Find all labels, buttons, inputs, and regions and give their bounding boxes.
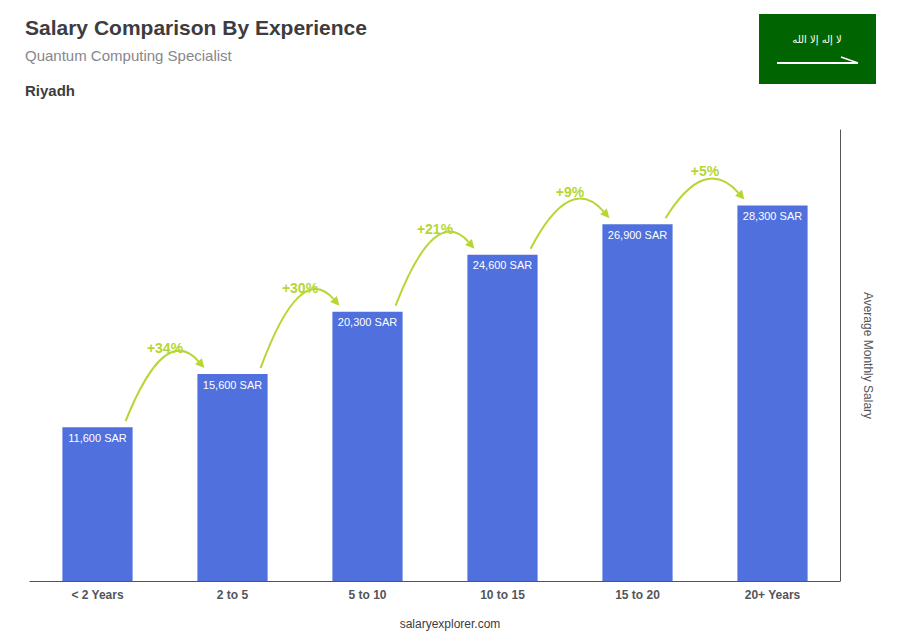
svg-text:+5%: +5% <box>691 163 720 179</box>
svg-text:salaryexplorer.com: salaryexplorer.com <box>400 617 501 631</box>
svg-text:5 to 10: 5 to 10 <box>348 588 386 602</box>
svg-text:+34%: +34% <box>147 340 184 356</box>
svg-text:20+ Years: 20+ Years <box>745 588 801 602</box>
svg-text:Average Monthly Salary: Average Monthly Salary <box>861 292 875 419</box>
svg-text:+9%: +9% <box>556 184 585 200</box>
svg-text:Quantum Computing Specialist: Quantum Computing Specialist <box>25 47 233 64</box>
svg-text:28,300 SAR: 28,300 SAR <box>743 210 802 222</box>
svg-text:20,300 SAR: 20,300 SAR <box>338 316 397 328</box>
svg-text:15 to 20: 15 to 20 <box>615 588 660 602</box>
svg-text:24,600 SAR: 24,600 SAR <box>473 259 532 271</box>
svg-text:لا إله إلا الله: لا إله إلا الله <box>792 34 841 46</box>
svg-text:+30%: +30% <box>282 280 319 296</box>
svg-text:2 to 5: 2 to 5 <box>217 588 249 602</box>
svg-text:11,600 SAR: 11,600 SAR <box>68 432 127 444</box>
svg-text:26,900 SAR: 26,900 SAR <box>608 229 667 241</box>
svg-text:+21%: +21% <box>417 221 454 237</box>
svg-text:Riyadh: Riyadh <box>25 82 75 99</box>
svg-text:< 2 Years: < 2 Years <box>71 588 123 602</box>
svg-text:Salary Comparison By Experienc: Salary Comparison By Experience <box>25 16 367 39</box>
svg-text:15,600 SAR: 15,600 SAR <box>203 379 262 391</box>
svg-text:10 to 15: 10 to 15 <box>480 588 525 602</box>
